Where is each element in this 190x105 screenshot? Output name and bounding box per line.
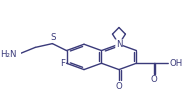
Text: O: O bbox=[150, 75, 157, 84]
Text: O: O bbox=[116, 82, 122, 91]
Text: OH: OH bbox=[169, 59, 182, 68]
Text: H₂N: H₂N bbox=[0, 50, 17, 59]
Text: N: N bbox=[116, 40, 122, 49]
Text: F: F bbox=[60, 59, 65, 68]
Text: S: S bbox=[51, 33, 56, 42]
